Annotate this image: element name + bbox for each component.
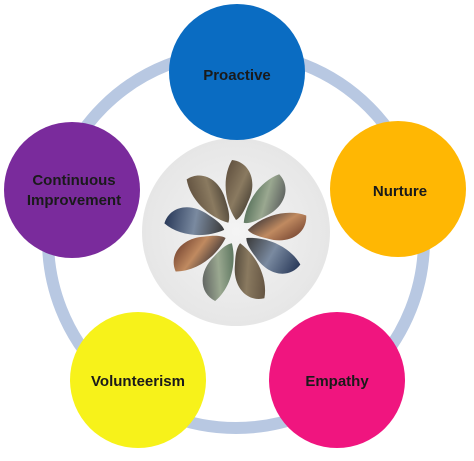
photo-petal — [246, 237, 301, 274]
photo-petal — [202, 243, 234, 302]
photo-petal — [243, 174, 286, 224]
node-circle — [330, 121, 466, 257]
node-label: Proactive — [203, 67, 271, 84]
node-volunteerism: Volunteerism — [70, 312, 206, 448]
node-label-line-1: Continuous — [32, 172, 115, 189]
center-emblem — [142, 138, 330, 326]
node-nurture: Nurture — [330, 121, 466, 257]
photo-petals — [164, 160, 307, 302]
photo-petal — [186, 175, 230, 223]
photo-petal — [164, 207, 225, 236]
node-label: Empathy — [305, 373, 369, 390]
node-circle — [70, 312, 206, 448]
node-circle — [269, 312, 405, 448]
node-empathy: Empathy — [269, 312, 405, 448]
photo-petal — [234, 243, 266, 299]
node-label: Volunteerism — [91, 373, 185, 390]
node-proactive: Proactive — [169, 4, 305, 140]
photo-petal — [173, 235, 226, 272]
node-circle — [4, 122, 140, 258]
photo-petal — [225, 160, 253, 220]
node-label: Nurture — [373, 183, 427, 200]
node-label-line-2: Improvement — [27, 192, 121, 209]
node-continuous-improvement: Continuous Improvement — [4, 122, 140, 258]
photo-petal — [247, 212, 307, 241]
node-circle — [169, 4, 305, 140]
